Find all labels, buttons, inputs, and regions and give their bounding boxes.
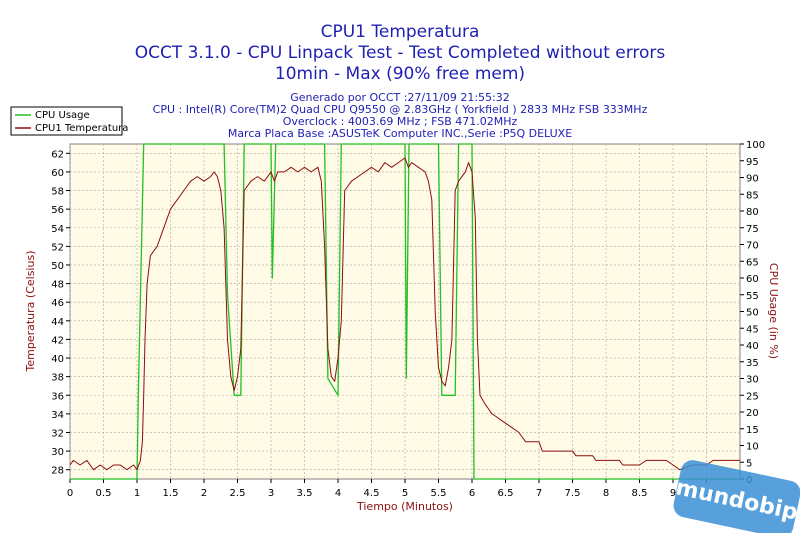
y2-axis-label: CPU Usage (in %) <box>767 263 780 359</box>
x-tick-label: 6.5 <box>498 488 514 499</box>
y2-tick-label: 5 <box>746 458 752 469</box>
y2-axis-ticks: 0510152025303540455055606570758085909510… <box>740 140 765 486</box>
info-motherboard: Marca Placa Base :ASUSTeK Computer INC.,… <box>227 127 573 140</box>
y2-tick-label: 90 <box>746 174 759 185</box>
legend-label-cpu-usage: CPU Usage <box>35 110 90 121</box>
y2-tick-label: 35 <box>746 358 759 369</box>
y-tick-label: 34 <box>51 410 64 421</box>
watermark-badge <box>673 460 800 533</box>
y-axis-label: Temperatura (Celsius) <box>24 251 37 373</box>
y-tick-label: 40 <box>51 354 64 365</box>
info-overclock: Overclock : 4003.69 MHz ; FSB 471.02MHz <box>282 115 518 128</box>
y2-tick-label: 25 <box>746 391 759 402</box>
info-cpu: CPU : Intel(R) Core(TM)2 Quad CPU Q9550 … <box>152 103 648 116</box>
x-axis-ticks: 00.511.522.533.544.555.566.577.588.599.5 <box>67 479 714 499</box>
y2-tick-label: 30 <box>746 375 759 386</box>
info-generated: Generado por OCCT :27/11/09 21:55:32 <box>290 91 510 104</box>
y-axis-ticks: 28 30 32 34 36 38 40 42 44 46 48 50 52 54 56 58 60 62 <box>51 149 70 477</box>
x-tick-label: 5.5 <box>431 488 447 499</box>
y-tick-label: 52 <box>51 242 64 253</box>
y-tick-label: 54 <box>51 224 64 235</box>
y2-tick-label: 65 <box>746 257 759 268</box>
y-tick-label: 60 <box>51 168 64 179</box>
y2-tick-label: 100 <box>746 140 765 151</box>
y-tick-label: 50 <box>51 261 64 272</box>
y2-tick-label: 95 <box>746 157 759 168</box>
y-tick-label: 58 <box>51 187 64 198</box>
x-tick-label: 0.5 <box>96 488 112 499</box>
y2-tick-label: 85 <box>746 190 759 201</box>
x-tick-label: 2 <box>201 488 207 499</box>
x-tick-label: 6 <box>469 488 475 499</box>
series-line-cpu-temperatura <box>69 157 740 471</box>
x-tick-label: 1 <box>134 488 140 499</box>
y-tick-label: 30 <box>51 447 64 458</box>
x-tick-label: 8.5 <box>632 488 648 499</box>
y-tick-label: 28 <box>51 466 64 477</box>
y-tick-label: 38 <box>51 373 64 384</box>
x-axis-label: Tiempo (Minutos) <box>356 500 453 513</box>
legend: CPU Usage CPU1 Temperatura <box>10 106 128 136</box>
watermark-logo: mundobip <box>673 460 800 533</box>
y2-tick-label: 50 <box>746 308 759 319</box>
y2-tick-label: 70 <box>746 241 759 252</box>
y-tick-label: 48 <box>51 280 64 291</box>
y2-tick-label: 15 <box>746 425 759 436</box>
legend-box <box>10 106 123 136</box>
x-tick-label: 7.5 <box>565 488 581 499</box>
y-tick-label: 62 <box>51 149 64 160</box>
y-tick-label: 36 <box>51 391 64 402</box>
y2-tick-label: 75 <box>746 224 759 235</box>
x-tick-label: 0 <box>67 488 73 499</box>
y-tick-label: 56 <box>51 205 64 216</box>
chart-title: CPU1 Temperatura <box>320 22 480 42</box>
y-tick-label: 42 <box>51 335 64 346</box>
x-tick-label: 4.5 <box>364 488 380 499</box>
x-tick-label: 9 <box>670 488 676 499</box>
x-tick-label: 8 <box>603 488 609 499</box>
x-tick-label: 3 <box>268 488 274 499</box>
y2-tick-label: 60 <box>746 274 759 285</box>
series-line-cpu-usage <box>70 143 740 480</box>
y2-tick-label: 40 <box>746 341 759 352</box>
x-tick-label: 5 <box>402 488 408 499</box>
chart-subtitle-2: 10min - Max (90% free mem) <box>274 64 526 84</box>
y-tick-label: 44 <box>51 317 64 328</box>
y2-tick-label: 20 <box>746 408 759 419</box>
y2-tick-label: 55 <box>746 291 759 302</box>
x-tick-label: 3.5 <box>297 488 313 499</box>
x-tick-label: 7 <box>536 488 542 499</box>
y-tick-label: 32 <box>51 428 64 439</box>
legend-label-cpu-temp: CPU1 Temperatura <box>35 123 128 134</box>
x-tick-label: 4 <box>335 488 341 499</box>
y2-tick-label: 80 <box>746 207 759 218</box>
chart-subtitle-1: OCCT 3.1.0 - CPU Linpack Test - Test Com… <box>134 43 666 63</box>
y2-tick-label: 45 <box>746 324 759 335</box>
series-lines <box>69 143 740 480</box>
y-tick-label: 46 <box>51 298 64 309</box>
y2-tick-label: 10 <box>746 442 759 453</box>
x-tick-label: 1.5 <box>163 488 179 499</box>
x-tick-label: 2.5 <box>230 488 246 499</box>
